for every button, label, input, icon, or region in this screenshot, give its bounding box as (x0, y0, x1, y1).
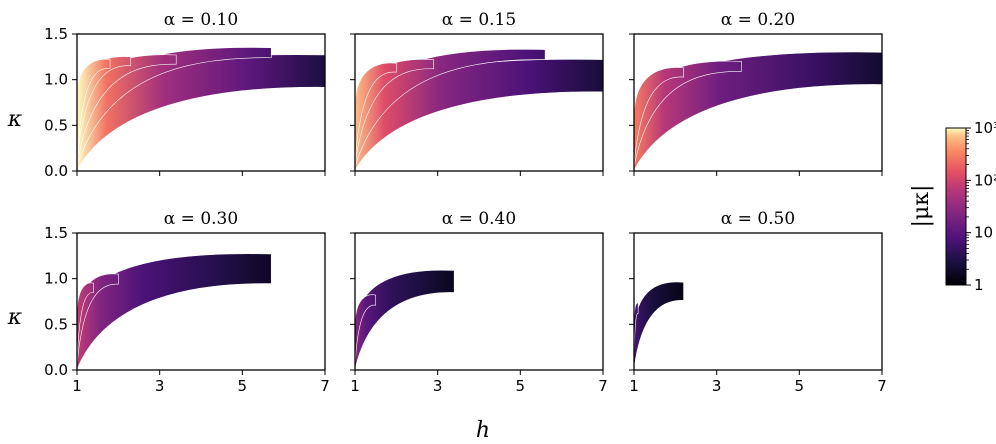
lobe-2-4 (355, 62, 397, 163)
y-tick-label: 0.5 (44, 116, 68, 134)
panels-group: α = 0.10 0.0 0.5 1.0 1.5 α = 0.15 α = 0.20 α = … (44, 10, 887, 395)
lobe-3-3 (634, 67, 684, 165)
lobe-1-5 (77, 58, 111, 161)
panel-1-data (77, 47, 325, 171)
y-tick-label: 0.5 (44, 315, 68, 333)
y-tick-label: 1.0 (44, 71, 68, 89)
colorbar-tick-label: 10 (974, 224, 993, 242)
x-tick-label: 7 (877, 377, 887, 395)
lobe-4-1 (77, 253, 272, 370)
x-tick-label: 5 (516, 377, 526, 395)
x-tick-label: 7 (598, 377, 608, 395)
panel-4-data (77, 253, 272, 370)
lobe-6-1 (634, 281, 684, 370)
colorbar-tick-label: 10³ (974, 119, 996, 137)
x-tick-label: 3 (155, 377, 165, 395)
panel-1-title: α = 0.10 (164, 10, 238, 30)
panel-2-frame (354, 33, 604, 172)
panel-1: α = 0.10 0.0 0.5 1.0 1.5 (44, 10, 326, 180)
panel-2: α = 0.15 (350, 10, 604, 176)
x-tick-label: 3 (433, 377, 443, 395)
panel-3-data (634, 51, 882, 171)
x-tick-label: 7 (320, 377, 330, 395)
lobe-4-3 (77, 282, 94, 364)
y-axis-label-bottom: κ (7, 305, 23, 330)
y-tick-label: 0.0 (44, 162, 68, 180)
panel-5-frame (354, 232, 604, 371)
y-tick-label: 1.5 (44, 224, 68, 242)
panel-3-title: α = 0.20 (721, 10, 795, 30)
x-axis-label: h (476, 418, 490, 443)
colorbar-ticks: 1 10 10² 10³ (966, 119, 996, 294)
colorbar-label: |μκ| (909, 185, 934, 228)
panel-3: α = 0.20 (629, 10, 883, 176)
panel-2-data (355, 48, 603, 171)
x-tick-label: 3 (712, 377, 722, 395)
y-tick-label: 1.0 (44, 270, 68, 288)
x-tick-label: 1 (629, 377, 639, 395)
lobe-5-2 (355, 294, 376, 366)
panel-5-title: α = 0.40 (442, 209, 516, 229)
x-tick-label: 1 (72, 377, 82, 395)
panel-6-data (634, 281, 684, 370)
colorbar: 1 10 10² 10³ |μκ| (909, 119, 996, 294)
panel-4-title: α = 0.30 (164, 209, 238, 229)
panel-4: α = 0.30 1 3 5 7 0.0 0.5 1.0 1.5 (44, 209, 330, 395)
panel-6-frame (633, 232, 883, 371)
panel-1-frame (76, 33, 326, 172)
x-tick-label: 5 (795, 377, 805, 395)
x-tick-label: 5 (238, 377, 248, 395)
panel-6-title: α = 0.50 (721, 209, 795, 229)
y-tick-label: 1.5 (44, 25, 68, 43)
y-axis-label-top: κ (7, 107, 23, 132)
y-tick-label: 0.0 (44, 361, 68, 379)
panel-6: α = 0.50 1 3 5 7 (629, 209, 887, 395)
lobe-5-1 (355, 269, 455, 370)
x-tick-label: 1 (350, 377, 360, 395)
panel-3-frame (633, 33, 883, 172)
colorbar-tick-label: 1 (974, 276, 984, 294)
colorbar-gradient (945, 127, 967, 286)
panel-4-frame (76, 232, 326, 371)
colorbar-tick-label: 10² (974, 171, 996, 189)
panel-5: α = 0.40 1 3 5 7 (350, 209, 608, 395)
panel-2-title: α = 0.15 (442, 10, 516, 30)
panel-5-data (355, 269, 455, 370)
